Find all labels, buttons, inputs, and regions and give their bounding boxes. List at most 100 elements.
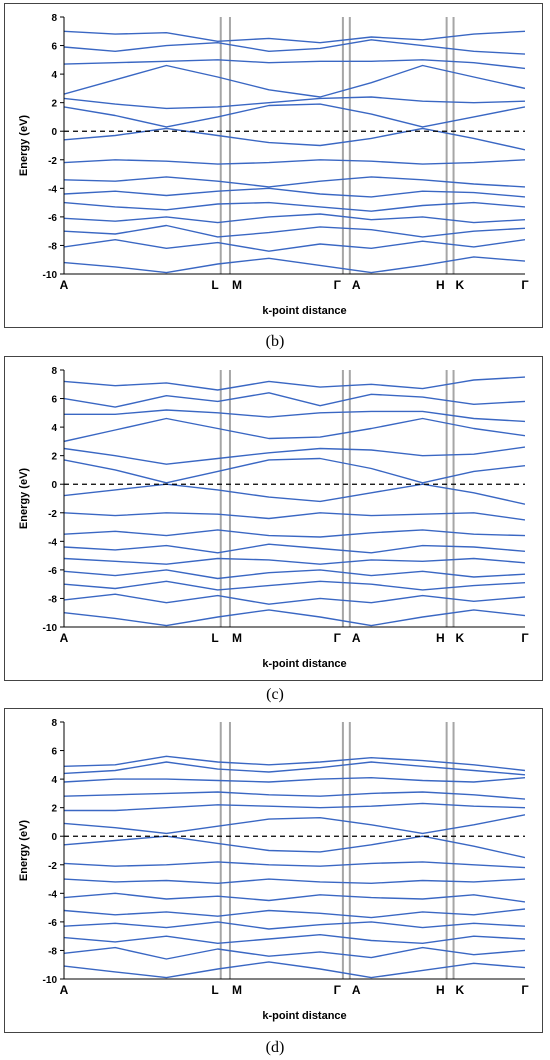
- band-line: [64, 256, 525, 274]
- x-symmetry-label: A: [352, 983, 361, 997]
- band-line: [64, 392, 525, 408]
- y-tick-label: -4: [48, 889, 57, 900]
- x-symmetry-label: A: [60, 631, 69, 645]
- y-tick-label: -2: [48, 861, 57, 872]
- band-line: [64, 557, 525, 565]
- y-tick-label: 4: [51, 423, 57, 434]
- band-line: [64, 755, 525, 772]
- y-tick-label: 2: [51, 804, 57, 815]
- x-symmetry-label: H: [436, 278, 445, 292]
- y-tick-label: 0: [51, 480, 57, 491]
- caption-d: (d): [265, 1039, 285, 1056]
- y-tick-label: 4: [51, 775, 57, 786]
- x-symmetry-label: A: [352, 278, 361, 292]
- band-line: [64, 761, 525, 776]
- y-tick-label: -8: [48, 241, 57, 252]
- x-symmetry-label: Γ: [334, 631, 342, 645]
- band-line: [64, 127, 525, 151]
- band-line: [64, 239, 525, 252]
- x-symmetry-label: A: [60, 278, 69, 292]
- band-line: [64, 802, 525, 812]
- y-tick-label: 0: [51, 832, 57, 843]
- y-tick-label: -6: [48, 566, 57, 577]
- y-tick-label: -4: [48, 184, 57, 195]
- band-line: [64, 791, 525, 800]
- band-line: [64, 543, 525, 554]
- y-tick-label: 6: [51, 747, 57, 758]
- band-line: [64, 59, 525, 70]
- x-axis-label: k-point distance: [262, 305, 346, 317]
- y-tick-label: 4: [51, 70, 57, 81]
- band-line: [64, 908, 525, 919]
- y-axis-label: Energy (eV): [18, 820, 30, 881]
- x-symmetry-label: L: [211, 983, 218, 997]
- x-symmetry-label: M: [232, 631, 242, 645]
- band-line: [64, 224, 525, 238]
- band-line: [64, 483, 525, 505]
- band-line: [64, 176, 525, 188]
- band-line: [64, 946, 525, 960]
- band-line: [64, 96, 525, 110]
- x-symmetry-label: K: [456, 278, 465, 292]
- x-symmetry-label: Γ: [334, 278, 342, 292]
- band-line: [64, 201, 525, 212]
- band-line: [64, 569, 525, 580]
- band-line: [64, 446, 525, 465]
- x-symmetry-label: H: [436, 631, 445, 645]
- x-symmetry-label: A: [352, 631, 361, 645]
- y-tick-label: 8: [51, 366, 57, 377]
- band-line: [64, 861, 525, 869]
- band-line: [64, 39, 525, 55]
- band-line: [64, 159, 525, 165]
- band-line: [64, 417, 525, 443]
- band-line: [64, 835, 525, 859]
- band-line: [64, 878, 525, 884]
- y-tick-label: -2: [48, 509, 57, 520]
- band-line: [64, 457, 525, 484]
- band-line: [64, 609, 525, 627]
- caption-c: (c): [266, 686, 284, 703]
- band-line: [64, 921, 525, 930]
- x-axis-label: k-point distance: [262, 1010, 346, 1022]
- x-symmetry-label: L: [211, 278, 218, 292]
- band-line: [64, 512, 525, 521]
- band-line: [64, 103, 525, 128]
- x-symmetry-label: M: [232, 983, 242, 997]
- band-line: [64, 961, 525, 979]
- y-tick-label: -6: [48, 213, 57, 224]
- x-symmetry-label: L: [211, 631, 218, 645]
- band-line: [64, 934, 525, 944]
- y-axis-label: Energy (eV): [18, 115, 30, 176]
- band-line: [64, 777, 525, 783]
- caption-b: (b): [265, 333, 285, 350]
- x-symmetry-label: K: [456, 631, 465, 645]
- band-line: [64, 892, 525, 903]
- y-tick-label: -6: [48, 918, 57, 929]
- x-symmetry-label: A: [60, 983, 69, 997]
- band-line: [64, 187, 525, 198]
- y-tick-label: 8: [51, 718, 57, 729]
- x-symmetry-label: Γ: [521, 631, 529, 645]
- y-tick-label: 2: [51, 99, 57, 110]
- y-tick-label: -8: [48, 594, 57, 605]
- x-symmetry-label: Γ: [521, 278, 529, 292]
- x-symmetry-label: Γ: [334, 983, 342, 997]
- band-line: [64, 593, 525, 605]
- x-symmetry-label: M: [232, 278, 242, 292]
- y-tick-label: 8: [51, 13, 57, 24]
- y-tick-label: -4: [48, 537, 57, 548]
- y-tick-label: 2: [51, 452, 57, 463]
- band-line: [64, 213, 525, 224]
- x-symmetry-label: K: [456, 983, 465, 997]
- y-tick-label: -2: [48, 156, 57, 167]
- band-line: [64, 529, 525, 538]
- y-tick-label: 6: [51, 42, 57, 53]
- y-tick-label: 0: [51, 127, 57, 138]
- x-symmetry-label: Γ: [521, 983, 529, 997]
